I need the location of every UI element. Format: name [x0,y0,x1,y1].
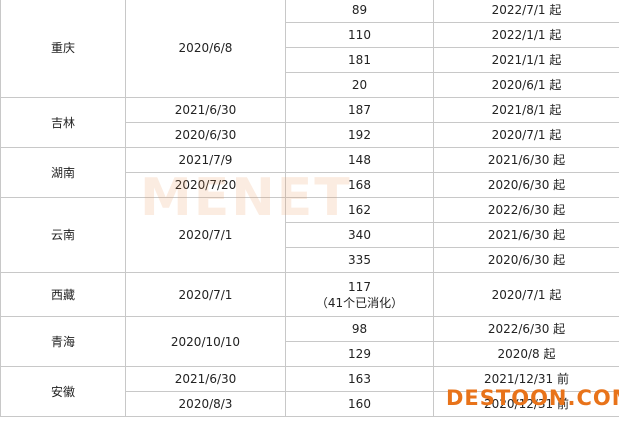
date-cell: 2020/7/1 [125,197,286,273]
start-cell: 2022/1/1 起 [433,22,619,48]
count-cell: 89 [285,0,434,23]
count-value: 98 [351,322,368,336]
table-row: 129 2020/8 起 [1,341,619,367]
count-cell: 187 [285,97,434,123]
date-cell: 2021/7/9 [125,147,286,173]
count-value: 129 [348,347,371,361]
count-value: 340 [348,228,371,242]
watermark-logo: MENET [140,168,352,228]
table-row: 安徽 2021/6/30 163 2021/12/31 前 [0,366,619,417]
date-cell: 2021/6/30 [125,97,286,123]
count-value: 181 [348,53,371,67]
count-value: 162 [348,203,371,217]
date-cell: 2021/6/30 [125,366,286,392]
count-value: 89 [351,3,368,17]
table-row: 西藏 2020/7/1 117 （41个已消化） 2020/7/1 起 [0,272,619,317]
table-row: 110 2022/1/1 起 [1,22,619,48]
count-cell: 168 [285,172,434,198]
start-cell: 2021/1/1 起 [433,47,619,73]
count-cell: 181 [285,47,434,73]
count-note: （41个已消化） [315,295,404,310]
table-row: 335 2020/6/30 起 [1,247,619,273]
count-value: 168 [348,178,371,192]
date-cell: 2020/6/30 [125,122,286,148]
count-value: 117 [348,279,371,294]
province-cell: 青海 [0,316,126,367]
date-cell: 2020/8/3 [125,391,286,417]
count-cell: 160 [285,391,434,417]
count-cell: 192 [285,122,434,148]
province-cell: 吉林 [0,97,126,148]
start-cell: 2021/6/30 起 [433,222,619,248]
watermark-site: DESTOON.COM [446,386,619,410]
start-cell: 2022/6/30 起 [433,197,619,223]
start-cell: 2020/6/30 起 [433,172,619,198]
start-cell: 2020/7/1 起 [433,122,619,148]
count-value: 187 [348,103,371,117]
count-value: 163 [348,372,371,386]
province-cell: 湖南 [0,147,126,198]
count-cell: 20 [285,72,434,98]
province-cell: 重庆 [0,0,126,98]
count-value: 110 [348,28,371,42]
start-cell: 2020/12/31 前 [433,391,619,417]
count-value: 20 [351,78,368,92]
count-cell: 129 [285,341,434,367]
date-cell: 2020/6/8 [125,0,286,98]
count-cell: 163 [285,366,434,392]
count-value: 148 [348,153,371,167]
count-cell: 340 [285,222,434,248]
count-value: 160 [348,397,371,411]
date-cell: 2020/10/10 [125,316,286,367]
table-row: 重庆 2020/6/8 89 2022/7/1 起 [0,0,619,98]
table-row: 2020/8/3 160 2020/12/31 前 [1,391,619,417]
count-value: 335 [348,253,371,267]
count-cell: 335 [285,247,434,273]
table-row: 青海 2020/10/10 98 2022/6/30 起 [0,316,619,367]
start-cell: 2020/8 起 [433,341,619,367]
start-cell: 2020/7/1 起 [433,272,619,317]
province-cell: 安徽 [0,366,126,417]
province-cell: 云南 [0,197,126,273]
start-cell: 2022/6/30 起 [433,316,619,342]
start-cell: 2020/6/1 起 [433,72,619,98]
start-cell: 2020/6/30 起 [433,247,619,273]
table-row: 吉林 2021/6/30 187 2021/8/1 起 [0,97,619,148]
province-cell: 西藏 [0,272,126,317]
start-cell: 2021/8/1 起 [433,97,619,123]
table-row: 2020/7/20 168 2020/6/30 起 [1,172,619,198]
start-cell: 2022/7/1 起 [433,0,619,23]
table-row: 2020/6/30 192 2020/7/1 起 [1,122,619,148]
start-cell: 2021/6/30 起 [433,147,619,173]
count-cell: 117 （41个已消化） [285,272,434,317]
count-cell: 110 [285,22,434,48]
date-cell: 2020/7/1 [125,272,286,317]
count-value: 192 [348,128,371,142]
table-row: 湖南 2021/7/9 148 2021/6/30 起 [0,147,619,198]
date-cell: 2020/7/20 [125,172,286,198]
count-cell: 98 [285,316,434,342]
